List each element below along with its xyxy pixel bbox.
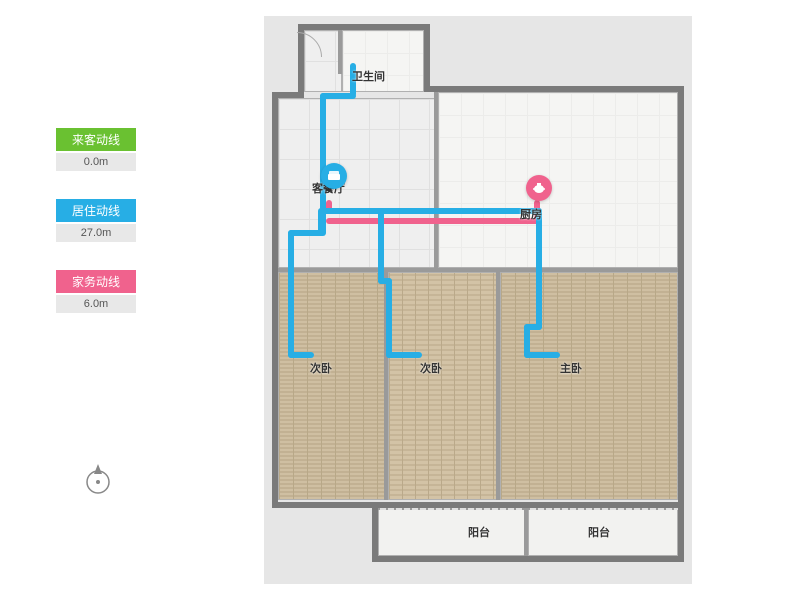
flow-path-segment [288,230,294,358]
outer-wall [272,92,278,506]
region-living [278,98,438,268]
flow-path-segment [386,278,392,358]
flow-path-segment [378,208,384,284]
compass-icon [80,460,116,496]
legend-item-living: 居住动线 27.0m [56,199,136,242]
flow-path-segment [288,352,314,358]
outer-wall [424,24,430,92]
label-bed1: 主卧 [560,360,582,376]
label-balcony1: 阳台 [468,524,490,540]
flow-path-segment [326,218,540,224]
kitchen-node-icon [526,175,552,201]
legend-value: 27.0m [56,224,136,242]
outer-wall [424,86,684,92]
label-bathroom: 卫生间 [352,68,385,84]
label-balcony2: 阳台 [588,524,610,540]
legend-label: 来客动线 [56,128,136,151]
region-bed2a [278,272,386,500]
legend-label: 居住动线 [56,199,136,222]
outer-wall [272,502,378,508]
legend-value: 0.0m [56,153,136,171]
outer-wall [372,502,378,562]
region-bed1 [500,272,678,500]
flow-path-segment [524,352,560,358]
flow-path-segment [386,352,422,358]
floorplan [264,16,692,584]
legend-item-chore: 家务动线 6.0m [56,270,136,313]
interior-wall [524,508,528,556]
outer-wall [678,86,684,508]
outer-wall [678,502,684,562]
outer-wall [372,502,684,508]
label-kitchen: 厨房 [520,206,542,222]
legend-label: 家务动线 [56,270,136,293]
living-node-icon [321,163,347,189]
outer-wall [298,24,430,30]
flow-path-segment [536,220,542,330]
label-bed2b: 次卧 [420,360,442,376]
interior-wall [434,92,438,268]
interior-wall [278,268,678,272]
region-kitchen [438,92,678,268]
region-bed2b [388,272,498,500]
legend-value: 6.0m [56,295,136,313]
legend-panel: 来客动线 0.0m 居住动线 27.0m 家务动线 6.0m [56,128,136,341]
legend-item-guest: 来客动线 0.0m [56,128,136,171]
region-balcony1 [378,508,526,556]
interior-wall [496,272,500,500]
outer-wall [372,556,684,562]
flow-path-segment [320,208,542,214]
interior-wall [338,30,342,74]
label-bed2a: 次卧 [310,360,332,376]
